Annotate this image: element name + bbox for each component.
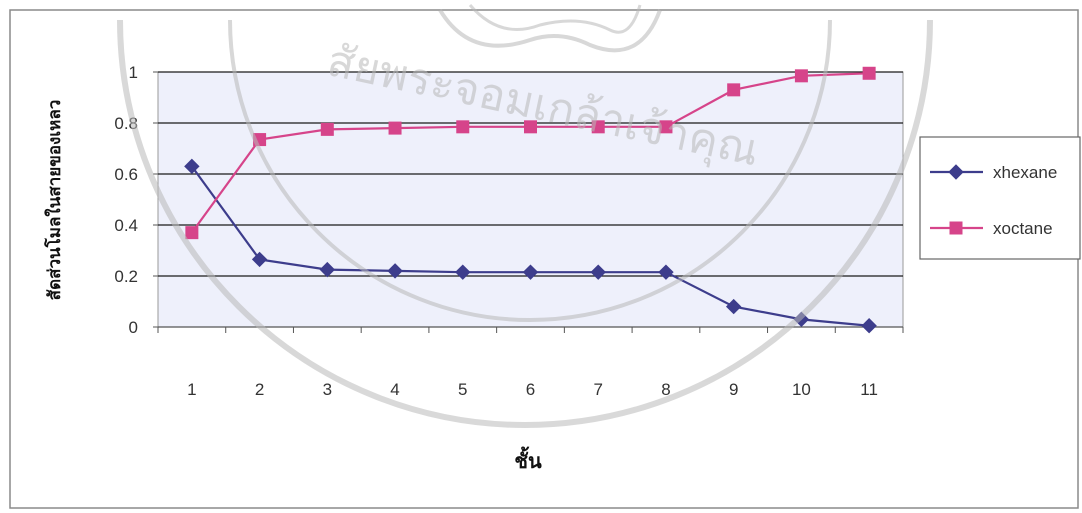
data-point-xoctane bbox=[524, 120, 537, 134]
data-point-xhexane bbox=[522, 264, 539, 280]
x-tick-label: 11 bbox=[860, 380, 878, 399]
y-tick-label: 1 bbox=[129, 63, 138, 82]
y-tick-label: 0.6 bbox=[114, 165, 138, 184]
data-point-xhexane bbox=[725, 298, 742, 315]
data-point-xoctane bbox=[794, 69, 808, 83]
x-tick-label: 4 bbox=[390, 380, 399, 399]
data-point-xhexane bbox=[590, 264, 606, 280]
legend-label-xhexane: xhexane bbox=[993, 163, 1057, 182]
data-point-xhexane bbox=[861, 318, 877, 334]
data-point-xoctane bbox=[456, 120, 470, 134]
data-point-xoctane bbox=[388, 121, 402, 135]
data-point-xoctane bbox=[591, 120, 605, 134]
x-tick-label: 6 bbox=[526, 380, 535, 399]
gridlines bbox=[158, 71, 903, 277]
data-point-xoctane bbox=[320, 122, 334, 136]
legend-marker-xhexane bbox=[948, 164, 964, 180]
y-axis-ticks: 00.20.40.60.81 bbox=[114, 63, 158, 337]
x-axis-ticks: 1 2 3 4 5 6 7 8 9 10 11 bbox=[157, 326, 904, 399]
data-point-xhexane bbox=[455, 264, 471, 280]
plot-area bbox=[157, 71, 904, 328]
x-tick-label: 1 bbox=[187, 380, 196, 399]
legend: xhexane xoctane bbox=[919, 136, 1081, 260]
x-tick-label: 9 bbox=[729, 380, 738, 399]
data-point-xhexane bbox=[319, 261, 336, 278]
data-point-xhexane bbox=[387, 263, 403, 279]
legend-label-xoctane: xoctane bbox=[993, 219, 1053, 238]
data-point-xoctane bbox=[862, 66, 876, 80]
x-tick-label: 10 bbox=[792, 380, 811, 399]
x-tick-label: 8 bbox=[661, 380, 670, 399]
legend-marker-xoctane bbox=[949, 221, 963, 235]
data-point-xoctane bbox=[727, 83, 741, 97]
series-layer bbox=[184, 66, 877, 334]
y-tick-label: 0.2 bbox=[114, 267, 138, 286]
x-tick-label: 5 bbox=[458, 380, 467, 399]
data-point-xhexane bbox=[251, 251, 268, 268]
y-axis-label: สัดส่วนโมลในสายของเหลว bbox=[44, 100, 65, 301]
x-tick-label: 2 bbox=[255, 380, 264, 399]
data-point-xoctane bbox=[659, 120, 673, 134]
data-point-xhexane bbox=[184, 158, 200, 175]
legend-box bbox=[919, 136, 1081, 260]
y-tick-label: 0 bbox=[129, 318, 138, 337]
x-tick-label: 3 bbox=[323, 380, 332, 399]
x-tick-label: 7 bbox=[593, 380, 602, 399]
x-axis-label: ชั้น bbox=[514, 446, 542, 473]
data-point-xhexane bbox=[658, 264, 674, 280]
data-point-xoctane bbox=[185, 226, 199, 240]
y-tick-label: 0.4 bbox=[114, 216, 138, 235]
